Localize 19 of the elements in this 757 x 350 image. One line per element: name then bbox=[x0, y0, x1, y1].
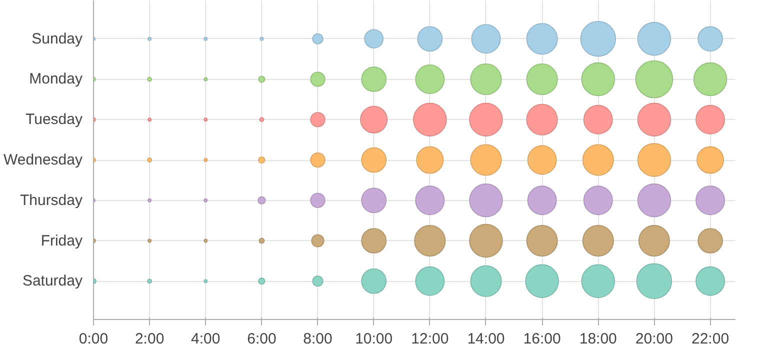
x-tick-label: 2:00 bbox=[134, 330, 164, 348]
y-tick-label: Friday bbox=[40, 232, 83, 250]
y-tick-label: Monday bbox=[29, 70, 83, 88]
y-tick-label: Tuesday bbox=[26, 111, 83, 128]
x-tick-label: 0:00 bbox=[78, 330, 108, 348]
x-tick-label: 22:00 bbox=[692, 330, 730, 348]
x-tick-label: 12:00 bbox=[411, 330, 449, 348]
x-tick-label: 6:00 bbox=[247, 330, 276, 348]
x-tick-label: 10:00 bbox=[355, 330, 393, 348]
x-tick-label: 14:00 bbox=[467, 330, 505, 348]
x-tick-label: 16:00 bbox=[523, 330, 561, 348]
y-tick-label: Wednesday bbox=[4, 152, 83, 168]
y-tick-label: Sunday bbox=[32, 30, 83, 48]
y-tick-label: Thursday bbox=[20, 192, 83, 209]
y-tick-label: Saturday bbox=[22, 272, 83, 290]
x-tick-label: 4:00 bbox=[191, 330, 220, 348]
x-tick-label: 8:00 bbox=[303, 330, 332, 348]
x-tick-label: 20:00 bbox=[635, 330, 673, 348]
x-tick-label: 18:00 bbox=[579, 330, 617, 348]
